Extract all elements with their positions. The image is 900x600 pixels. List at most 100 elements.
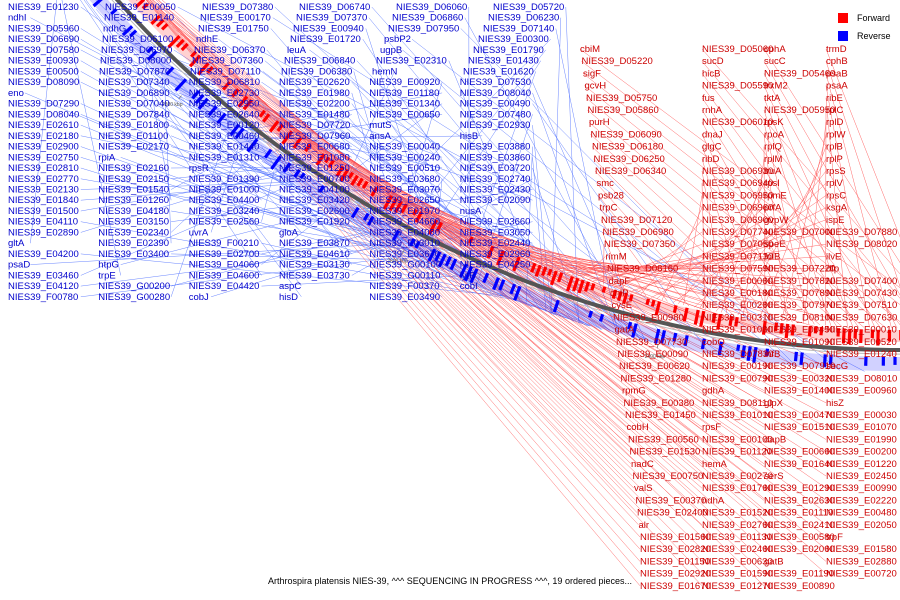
forward-connector <box>701 97 859 328</box>
forward-connector <box>763 109 832 326</box>
forward-gene-block <box>339 168 350 182</box>
forward-gene-block <box>784 323 790 339</box>
forward-gene-label: rpsS <box>826 166 846 177</box>
forward-gene-label: sucD <box>702 56 724 67</box>
reverse-gene-block <box>409 237 416 247</box>
reverse-gene-label: NIES39_E03010 <box>369 238 440 249</box>
reverse-gene-block <box>165 66 175 76</box>
forward-gene-label: NIES39_D07130 <box>702 251 773 262</box>
forward-gene-label: NIES39_E02220 <box>826 495 897 506</box>
reverse-gene-block <box>587 310 594 318</box>
forward-gene-label: NIES39_E01070 <box>826 422 897 433</box>
forward-gene-label: NIES39_D08010 <box>826 373 897 384</box>
forward-gene-label: NIES39_E00660 <box>764 447 835 458</box>
reverse-connector <box>80 245 396 287</box>
forward-gene-label: ndhA <box>702 495 725 506</box>
reverse-gene-label: mutS <box>369 120 391 131</box>
reverse-gene-block <box>459 263 468 278</box>
forward-connector <box>168 22 703 525</box>
forward-gene-label: secG <box>826 361 848 372</box>
forward-gene-label: NIES39_D05060 <box>702 44 773 55</box>
forward-connector <box>701 158 749 317</box>
reverse-gene-label: NIES39_E01080 <box>279 152 350 163</box>
forward-gene-label: NIES39_D06940 <box>702 178 773 189</box>
forward-gene-block <box>167 34 181 49</box>
forward-gene-block <box>628 294 634 302</box>
reverse-gene-label: NIES39_E01430 <box>468 56 539 67</box>
forward-connector <box>228 78 765 477</box>
reverse-gene-block <box>793 351 798 362</box>
reverse-gene-label: NIES39_D07110 <box>190 66 261 77</box>
reverse-gene-label: NIES39_E03720 <box>460 163 531 174</box>
forward-gene-label: NIES39_E01590 <box>702 569 773 580</box>
forward-gene-label: ksgA <box>826 203 848 214</box>
forward-gene-label: cbiM <box>580 44 600 55</box>
forward-connector <box>484 240 827 306</box>
reverse-gene-label: NIES39_E01980 <box>279 88 350 99</box>
forward-connector <box>386 190 827 367</box>
forward-gene-block <box>807 325 812 337</box>
reverse-gene-block <box>92 0 103 8</box>
forward-gene-label: ribD <box>702 154 720 165</box>
reverse-gene-label: NIES39_E01100 <box>98 131 168 142</box>
reverse-gene-block <box>434 251 442 262</box>
forward-gene-block <box>324 156 331 164</box>
reverse-gene-label: NIES39_E03670 <box>369 249 440 260</box>
forward-gene-label: NIES39_D07000 <box>764 227 835 238</box>
reverse-gene-label: leuA <box>287 45 307 56</box>
reverse-gene-label: NIES39_E03400 <box>98 249 169 260</box>
reverse-gene-block <box>631 323 638 338</box>
reverse-gene-label: NIES39_D06810 <box>189 77 260 88</box>
forward-connector <box>525 257 827 282</box>
reverse-gene-label: NIES39_E02650 <box>369 195 440 206</box>
reverse-gene-block <box>282 162 292 174</box>
reverse-gene-label: NIES39_E00680 <box>279 142 350 153</box>
reverse-gene-label: NIES39_E01540 <box>98 185 169 196</box>
reverse-connector <box>170 124 471 283</box>
forward-gene-block <box>327 159 335 169</box>
forward-gene-label: NIES39_E01580 <box>826 544 897 555</box>
forward-gene-label: psb28 <box>598 190 624 201</box>
forward-connector <box>156 10 641 538</box>
reverse-gene-label: ansA <box>369 131 391 142</box>
forward-connector <box>661 207 703 301</box>
forward-gene-block <box>601 286 607 293</box>
reverse-gene-block <box>207 105 218 117</box>
reverse-gene-label: NIES39_D07840 <box>98 109 169 120</box>
forward-gene-block <box>150 14 161 25</box>
forward-gene-label: NIES39_E00450 <box>764 325 835 336</box>
reverse-gene-label: ndhI <box>8 13 27 24</box>
reverse-gene-label: NIES39_E04120 <box>8 281 79 292</box>
ruler-tick <box>656 344 659 349</box>
reverse-gene-label: NIES39_E01000 <box>189 185 260 196</box>
reverse-connector <box>532 125 552 314</box>
reverse-connector <box>120 209 334 265</box>
reverse-gene-label: NIES39_F00370 <box>369 281 439 292</box>
reverse-gene-label: NIES39_E01750 <box>198 24 269 35</box>
forward-gene-label: NIES39_E01130 <box>702 532 772 543</box>
forward-connector <box>825 61 900 288</box>
forward-gene-label: NIES39_E00090 <box>618 349 689 360</box>
forward-gene-label: fus <box>702 93 715 104</box>
forward-gene-label: NIES39_D05750 <box>586 93 657 104</box>
reverse-gene-label: NIES39_F00210 <box>189 238 259 249</box>
reverse-connector <box>351 247 401 276</box>
forward-gene-label: rpsK <box>764 117 784 128</box>
reverse-connector <box>211 241 389 298</box>
reverse-gene-block <box>366 215 375 226</box>
forward-gene-label: alr <box>639 520 650 531</box>
forward-connector <box>701 48 900 275</box>
reverse-gene-block <box>293 168 301 179</box>
forward-gene-label: rpmG <box>622 386 646 397</box>
reverse-gene-label: NIES39_E01340 <box>369 99 440 110</box>
reverse-gene-block <box>672 332 678 342</box>
forward-gene-label: rnhA <box>702 105 723 116</box>
reverse-connector <box>80 183 294 201</box>
forward-swatch <box>838 13 848 23</box>
forward-connector <box>149 2 765 538</box>
reverse-gene-label: NIES39_E04060 <box>189 260 260 271</box>
reverse-gene-label: uvrA <box>189 227 209 238</box>
reverse-gene-label: NIES39_E00240 <box>369 152 440 163</box>
reverse-track <box>89 0 900 371</box>
